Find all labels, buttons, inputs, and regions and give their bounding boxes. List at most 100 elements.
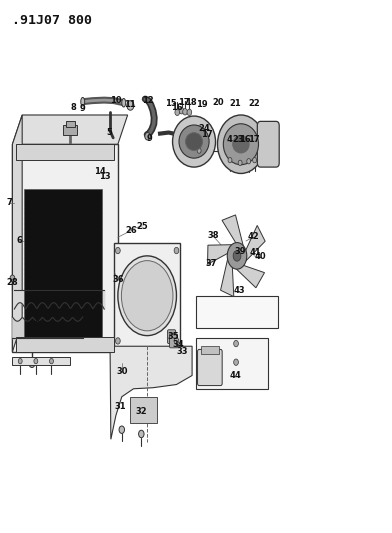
Text: 16: 16 — [171, 102, 183, 111]
Text: 11: 11 — [124, 100, 136, 109]
Ellipse shape — [218, 115, 264, 173]
FancyBboxPatch shape — [257, 122, 279, 167]
Polygon shape — [236, 265, 265, 288]
Circle shape — [34, 359, 38, 364]
Text: 42: 42 — [248, 232, 260, 241]
Text: 36: 36 — [112, 274, 124, 284]
Text: 10: 10 — [110, 96, 122, 105]
Polygon shape — [110, 346, 192, 439]
Text: 27: 27 — [41, 279, 53, 288]
Text: 2: 2 — [30, 232, 36, 241]
Bar — [16, 337, 114, 352]
Text: 4: 4 — [30, 244, 36, 253]
Text: 17: 17 — [178, 98, 189, 107]
Circle shape — [122, 261, 173, 331]
Circle shape — [174, 247, 179, 254]
Circle shape — [187, 109, 192, 116]
Circle shape — [145, 133, 150, 140]
Polygon shape — [246, 225, 265, 261]
Text: 13: 13 — [99, 172, 111, 181]
Text: 20: 20 — [213, 98, 225, 107]
Text: 17: 17 — [201, 130, 212, 139]
Circle shape — [119, 426, 125, 433]
Text: 37: 37 — [206, 260, 218, 268]
Text: 4: 4 — [227, 135, 233, 144]
Text: 25: 25 — [136, 222, 148, 231]
Circle shape — [227, 243, 247, 269]
Text: 14: 14 — [94, 167, 106, 176]
Text: 9: 9 — [80, 103, 85, 112]
Text: 1: 1 — [56, 236, 62, 245]
Text: 44: 44 — [229, 371, 241, 380]
Circle shape — [234, 341, 238, 347]
Bar — [16, 144, 114, 160]
Circle shape — [233, 251, 241, 261]
Text: 30: 30 — [116, 367, 127, 376]
Circle shape — [247, 159, 251, 164]
Text: 15: 15 — [165, 99, 177, 108]
Circle shape — [197, 148, 201, 154]
FancyBboxPatch shape — [198, 350, 222, 385]
Text: 6: 6 — [16, 237, 22, 246]
Text: 5: 5 — [30, 252, 36, 260]
Polygon shape — [221, 259, 234, 297]
Bar — [201, 346, 219, 354]
Circle shape — [118, 256, 176, 336]
Circle shape — [49, 359, 53, 364]
Circle shape — [228, 158, 232, 163]
Text: 34: 34 — [172, 340, 184, 349]
Circle shape — [29, 359, 35, 368]
Bar — [130, 397, 157, 423]
Text: 43: 43 — [234, 286, 245, 295]
Ellipse shape — [223, 124, 258, 165]
Ellipse shape — [122, 99, 126, 107]
Text: 16: 16 — [240, 135, 251, 144]
Bar — [13, 357, 71, 365]
Circle shape — [179, 108, 184, 114]
Bar — [196, 338, 268, 389]
Text: 28: 28 — [7, 278, 18, 287]
Text: 26: 26 — [126, 226, 138, 235]
Ellipse shape — [233, 135, 249, 153]
Circle shape — [174, 338, 179, 344]
Circle shape — [175, 109, 180, 116]
Circle shape — [18, 359, 22, 364]
Ellipse shape — [172, 116, 216, 167]
Bar — [13, 144, 118, 352]
Text: 18: 18 — [185, 98, 197, 107]
Polygon shape — [13, 115, 22, 352]
Text: 5: 5 — [106, 128, 112, 137]
Ellipse shape — [179, 125, 209, 158]
Bar — [114, 243, 180, 349]
Text: 19: 19 — [196, 100, 208, 109]
Circle shape — [116, 247, 120, 254]
Text: 21: 21 — [229, 99, 241, 108]
Polygon shape — [222, 215, 243, 246]
FancyBboxPatch shape — [167, 330, 176, 344]
Text: 9: 9 — [146, 134, 152, 143]
Circle shape — [116, 338, 120, 344]
Text: 17: 17 — [248, 135, 260, 144]
Ellipse shape — [185, 133, 203, 150]
Polygon shape — [13, 115, 128, 144]
Text: 32: 32 — [136, 407, 147, 416]
Text: 41: 41 — [249, 248, 261, 257]
Text: 8: 8 — [70, 102, 76, 111]
Text: 22: 22 — [248, 99, 260, 108]
Text: 23: 23 — [232, 135, 243, 144]
Ellipse shape — [81, 98, 85, 106]
Text: .91J07 800: .91J07 800 — [13, 14, 93, 27]
Text: 31: 31 — [114, 402, 126, 411]
Text: 7: 7 — [6, 198, 12, 207]
Text: 29: 29 — [29, 320, 41, 329]
Text: 33: 33 — [176, 347, 188, 356]
Circle shape — [238, 160, 242, 165]
Text: 40: 40 — [255, 253, 266, 261]
Circle shape — [127, 101, 134, 110]
Text: 24: 24 — [198, 124, 210, 133]
Circle shape — [183, 109, 187, 115]
Circle shape — [139, 430, 144, 438]
Bar — [66, 122, 75, 127]
FancyBboxPatch shape — [169, 334, 178, 348]
Bar — [196, 296, 278, 328]
